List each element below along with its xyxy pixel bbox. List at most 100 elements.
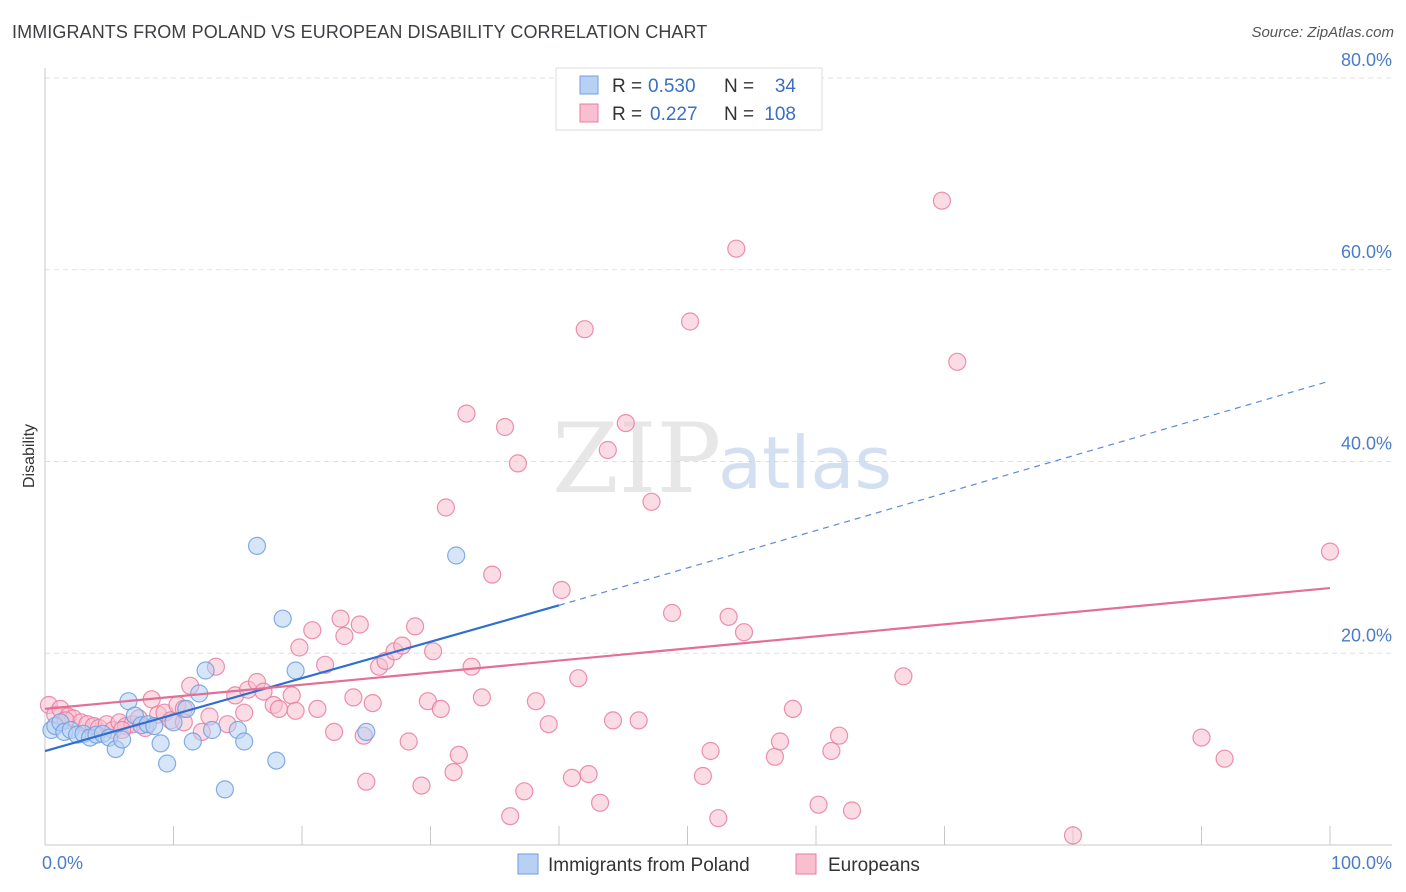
point-europeans-96	[894, 667, 913, 686]
y-tick-label-2: 60.0%	[1341, 242, 1392, 262]
trend-lines	[44, 380, 1331, 753]
legend-n-label-2: N =	[724, 104, 754, 125]
point-europeans-39	[316, 655, 335, 674]
point-europeans-65	[501, 807, 520, 826]
source-label: Source: ZipAtlas.com	[1251, 24, 1394, 41]
data-points	[39, 191, 1340, 845]
point-europeans-102	[1320, 542, 1340, 561]
point-poland-30	[267, 751, 286, 770]
x-tick-label-1: 100.0%	[1331, 853, 1392, 873]
point-europeans-93	[822, 741, 841, 761]
point-europeans-68	[526, 692, 546, 711]
point-europeans-56	[431, 699, 450, 719]
point-europeans-35	[286, 701, 305, 720]
legend-swatch-blue	[579, 75, 599, 95]
point-poland-26	[215, 780, 234, 799]
point-europeans-42	[335, 626, 354, 646]
point-europeans-55	[424, 642, 443, 661]
point-europeans-74	[579, 764, 598, 784]
point-poland-31	[273, 609, 292, 628]
point-poland-29	[247, 536, 267, 556]
point-poland-34	[447, 546, 466, 565]
y-tick-label-0: 20.0%	[1341, 625, 1392, 645]
y-tick-label-1: 40.0%	[1341, 434, 1392, 454]
point-europeans-70	[552, 580, 571, 600]
legend-r-label-2: R =	[612, 104, 642, 125]
point-poland-18	[151, 734, 170, 753]
point-europeans-57	[436, 498, 455, 517]
point-poland-22	[183, 732, 202, 751]
bottom-legend-label-pink: Europeans	[828, 855, 920, 876]
point-europeans-73	[575, 320, 594, 339]
tick-labels: 20.0% 40.0% 60.0% 80.0% 0.0% 100.0%	[42, 50, 1392, 873]
y-tick-label-3: 80.0%	[1341, 50, 1392, 70]
point-europeans-61	[462, 657, 481, 676]
point-europeans-99	[1063, 826, 1083, 845]
point-europeans-88	[734, 623, 754, 642]
point-europeans-34	[282, 686, 301, 705]
legend-r-label-1: R =	[612, 76, 642, 97]
point-europeans-81	[662, 603, 682, 623]
point-europeans-87	[727, 239, 746, 258]
legend-n-value-2: 108	[764, 104, 796, 125]
point-europeans-38	[308, 699, 327, 719]
point-europeans-64	[495, 417, 515, 437]
point-europeans-98	[948, 352, 967, 371]
watermark-zip: ZIP	[552, 403, 721, 515]
point-poland-24	[196, 661, 215, 680]
point-europeans-63	[483, 565, 502, 584]
point-europeans-91	[783, 699, 803, 719]
point-europeans-44	[350, 615, 369, 634]
point-europeans-51	[399, 732, 418, 751]
x-tick-label-0: 0.0%	[42, 853, 83, 873]
point-europeans-72	[569, 669, 588, 688]
point-europeans-78	[616, 414, 635, 433]
watermark-atlas: atlas	[718, 421, 892, 505]
point-europeans-37	[303, 621, 322, 640]
legend: R = 0.530 N = 34 R = 0.227 N = 108	[555, 67, 823, 131]
point-europeans-45	[357, 772, 376, 791]
point-europeans-71	[562, 768, 582, 788]
point-europeans-89	[765, 747, 785, 766]
point-europeans-67	[515, 782, 534, 801]
point-poland-28	[235, 732, 254, 751]
point-europeans-58	[444, 762, 463, 782]
point-europeans-60	[457, 404, 476, 423]
point-europeans-80	[642, 492, 661, 511]
bottom-legend-swatch-pink	[795, 853, 817, 875]
trend-line-poland-extension	[558, 380, 1331, 606]
gridlines	[45, 77, 1392, 654]
point-europeans-66	[508, 454, 528, 473]
point-europeans-82	[680, 312, 700, 331]
point-europeans-75	[590, 793, 610, 812]
point-europeans-76	[598, 440, 617, 460]
point-europeans-28	[235, 703, 254, 722]
point-europeans-84	[701, 741, 720, 761]
trend-line-poland	[44, 604, 560, 753]
point-europeans-101	[1215, 749, 1234, 768]
point-europeans-83	[693, 766, 713, 786]
point-europeans-33	[269, 699, 288, 719]
point-europeans-95	[842, 801, 862, 820]
point-europeans-69	[539, 715, 558, 734]
legend-r-value-1: 0.530	[648, 76, 696, 97]
point-europeans-52	[406, 617, 425, 636]
point-poland-25	[203, 720, 222, 740]
point-europeans-36	[290, 638, 309, 657]
point-europeans-40	[325, 722, 344, 742]
point-europeans-85	[709, 809, 728, 828]
point-poland-19	[158, 754, 177, 773]
point-europeans-100	[1192, 728, 1211, 747]
point-europeans-43	[344, 688, 363, 707]
bottom-legend-label-blue: Immigrants from Poland	[548, 855, 750, 876]
point-poland-33	[357, 722, 376, 742]
point-poland-32	[286, 661, 305, 680]
point-europeans-41	[331, 609, 350, 628]
legend-n-value-1: 34	[775, 76, 797, 97]
chart-title: IMMIGRANTS FROM POLAND VS EUROPEAN DISAB…	[12, 22, 708, 42]
legend-r-value-2: 0.227	[650, 104, 698, 125]
legend-swatch-pink	[579, 103, 599, 123]
bottom-legend: Immigrants from Poland Europeans	[517, 853, 920, 876]
point-europeans-92	[809, 795, 828, 814]
legend-n-label-1: N =	[724, 76, 754, 97]
